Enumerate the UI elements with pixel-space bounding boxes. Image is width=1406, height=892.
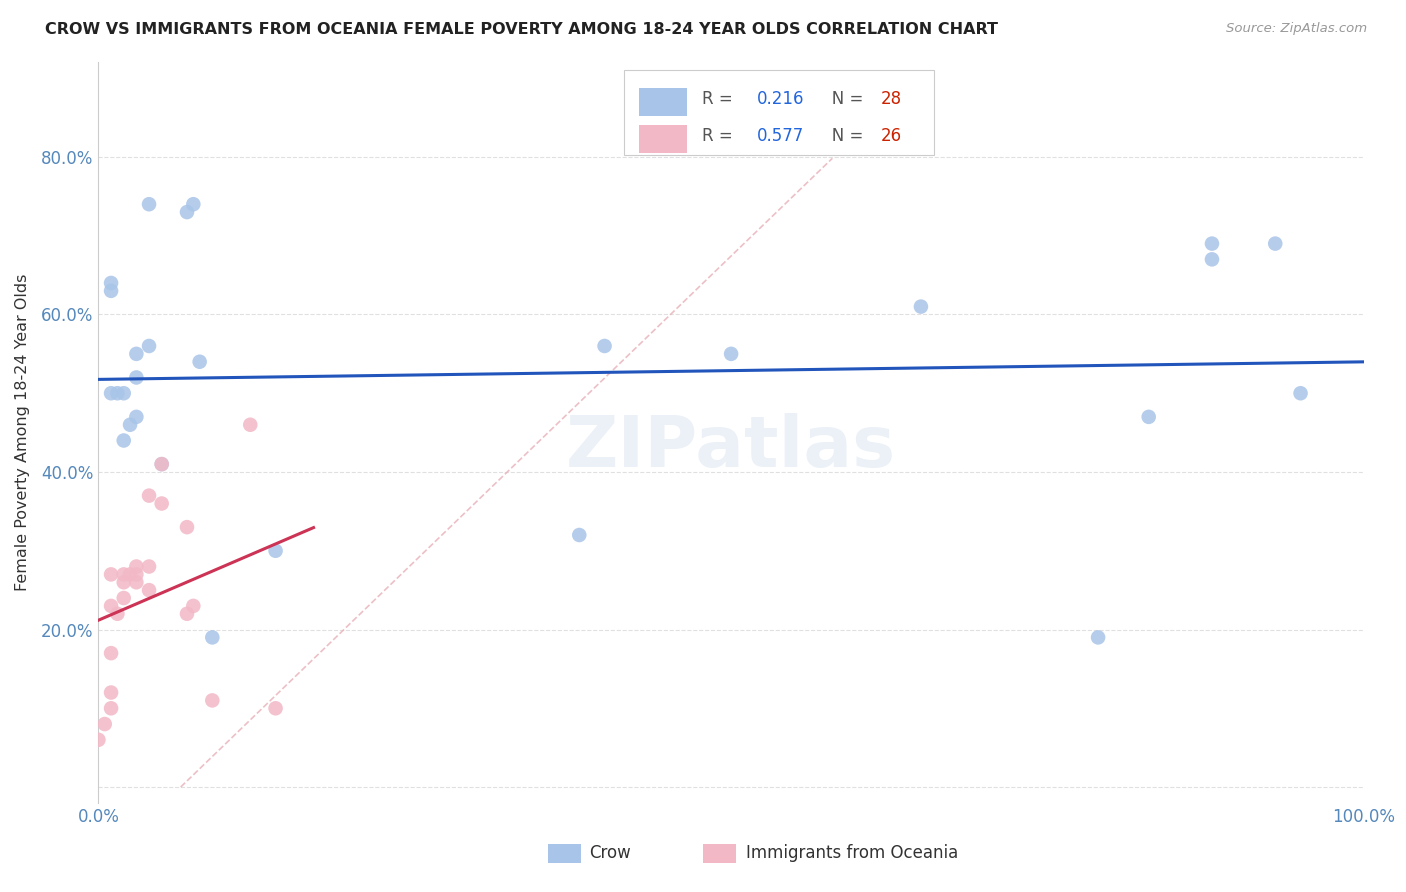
FancyBboxPatch shape bbox=[638, 125, 686, 153]
Point bbox=[125, 409, 148, 424]
Point bbox=[176, 607, 198, 621]
Y-axis label: Female Poverty Among 18-24 Year Olds: Female Poverty Among 18-24 Year Olds bbox=[15, 274, 30, 591]
Point bbox=[188, 355, 211, 369]
Point bbox=[138, 559, 160, 574]
Point bbox=[176, 520, 198, 534]
Point bbox=[107, 386, 129, 401]
Point bbox=[910, 300, 932, 314]
Point bbox=[138, 197, 160, 211]
Text: Immigrants from Oceania: Immigrants from Oceania bbox=[747, 844, 959, 863]
Point bbox=[120, 567, 141, 582]
Point bbox=[1264, 236, 1286, 251]
Text: N =: N = bbox=[815, 90, 869, 109]
Text: R =: R = bbox=[702, 128, 744, 145]
Text: ZIPatlas: ZIPatlas bbox=[567, 413, 896, 482]
Point bbox=[87, 732, 110, 747]
Point bbox=[112, 434, 135, 448]
Point bbox=[112, 567, 135, 582]
Point bbox=[201, 631, 224, 645]
Point bbox=[176, 205, 198, 219]
Text: 0.577: 0.577 bbox=[756, 128, 804, 145]
Point bbox=[568, 528, 591, 542]
Text: Crow: Crow bbox=[589, 844, 631, 863]
Point bbox=[100, 599, 122, 613]
Point bbox=[1201, 252, 1223, 267]
FancyBboxPatch shape bbox=[638, 87, 686, 116]
Point bbox=[125, 575, 148, 590]
Point bbox=[138, 489, 160, 503]
Point bbox=[125, 347, 148, 361]
Point bbox=[112, 575, 135, 590]
Text: 0.216: 0.216 bbox=[756, 90, 804, 109]
Point bbox=[201, 693, 224, 707]
Point bbox=[107, 607, 129, 621]
Point bbox=[125, 559, 148, 574]
Point bbox=[138, 583, 160, 598]
Text: N =: N = bbox=[815, 128, 869, 145]
FancyBboxPatch shape bbox=[703, 844, 737, 863]
Point bbox=[100, 701, 122, 715]
Point bbox=[100, 567, 122, 582]
Point bbox=[112, 386, 135, 401]
Point bbox=[112, 591, 135, 605]
Point bbox=[239, 417, 262, 432]
Point bbox=[120, 417, 141, 432]
Point bbox=[720, 347, 742, 361]
Point bbox=[593, 339, 616, 353]
Point bbox=[183, 599, 205, 613]
Text: R =: R = bbox=[702, 90, 744, 109]
Point bbox=[93, 717, 117, 731]
Point bbox=[100, 685, 122, 699]
Point bbox=[138, 339, 160, 353]
FancyBboxPatch shape bbox=[623, 70, 934, 155]
Point bbox=[264, 701, 287, 715]
Point bbox=[1201, 236, 1223, 251]
Text: CROW VS IMMIGRANTS FROM OCEANIA FEMALE POVERTY AMONG 18-24 YEAR OLDS CORRELATION: CROW VS IMMIGRANTS FROM OCEANIA FEMALE P… bbox=[45, 22, 998, 37]
Point bbox=[100, 284, 122, 298]
Point bbox=[125, 567, 148, 582]
Point bbox=[150, 496, 173, 510]
Point bbox=[100, 646, 122, 660]
Point bbox=[1137, 409, 1160, 424]
Point bbox=[1087, 631, 1109, 645]
Text: Source: ZipAtlas.com: Source: ZipAtlas.com bbox=[1226, 22, 1367, 36]
Point bbox=[100, 276, 122, 290]
Text: 26: 26 bbox=[880, 128, 901, 145]
Point bbox=[100, 386, 122, 401]
Point bbox=[1289, 386, 1312, 401]
Point bbox=[150, 457, 173, 471]
Point bbox=[264, 543, 287, 558]
Point bbox=[150, 457, 173, 471]
Point bbox=[183, 197, 205, 211]
Point bbox=[125, 370, 148, 384]
Text: 28: 28 bbox=[880, 90, 901, 109]
FancyBboxPatch shape bbox=[547, 844, 581, 863]
